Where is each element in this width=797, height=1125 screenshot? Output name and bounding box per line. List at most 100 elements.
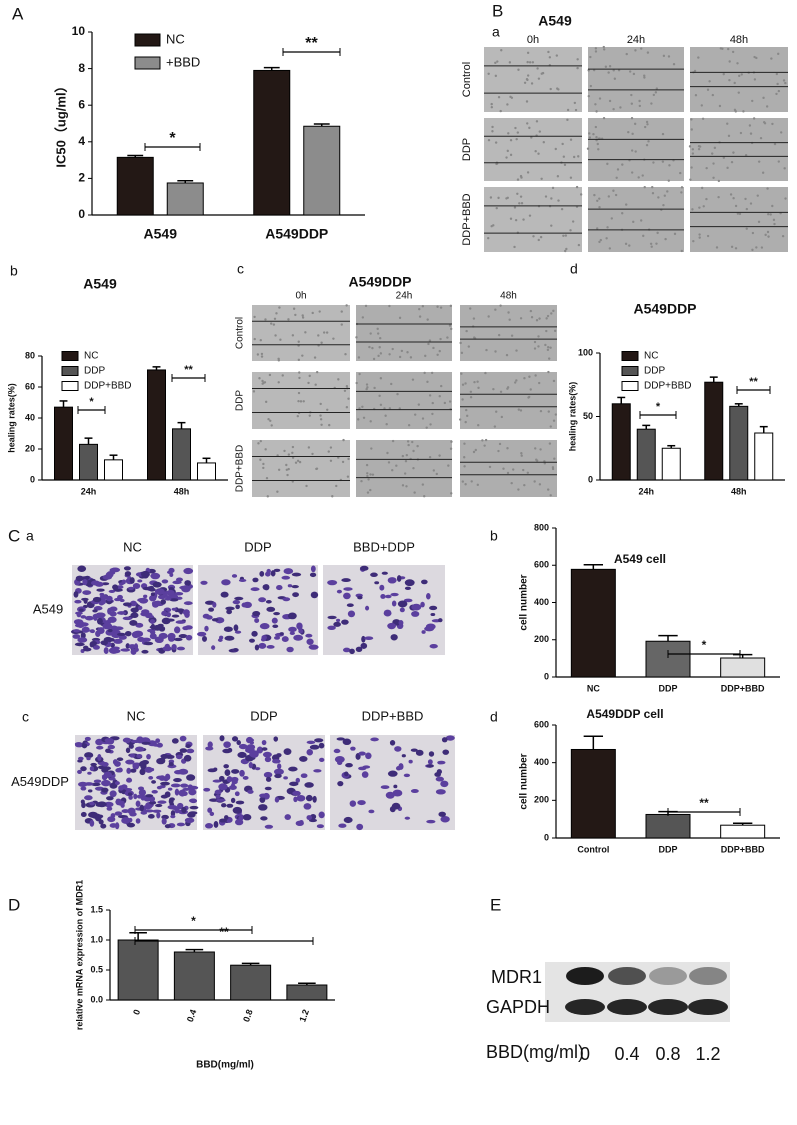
stained-cell (188, 788, 197, 796)
stained-cell (399, 607, 405, 613)
cell-speck (507, 132, 510, 135)
stained-cell (259, 793, 268, 798)
cell-speck (697, 144, 701, 148)
stained-cell (152, 581, 162, 588)
cell-speck (563, 163, 567, 167)
cell-speck (508, 61, 512, 64)
stained-cell (73, 629, 81, 633)
stained-cell (217, 638, 223, 642)
stained-cell (258, 804, 268, 811)
stained-cell (197, 631, 207, 637)
cell-speck (436, 353, 439, 356)
panel-title: A549DDP (348, 274, 411, 290)
stained-cell (114, 597, 122, 602)
cell-speck (317, 334, 320, 337)
stained-cell (385, 791, 395, 799)
micrograph (330, 735, 455, 830)
stained-cell (440, 780, 449, 788)
cell-speck (628, 244, 631, 247)
cell-speck (438, 349, 441, 353)
cell-speck (405, 453, 409, 457)
cell-speck (421, 304, 425, 308)
stained-cell (154, 636, 164, 644)
stained-cell (360, 565, 369, 571)
cell-speck (586, 147, 590, 150)
cell-speck (461, 480, 465, 483)
cell-speck (565, 247, 568, 251)
stained-cell (156, 742, 163, 748)
cell-speck (448, 400, 452, 403)
stained-cell (106, 806, 113, 811)
cell-speck (281, 374, 284, 377)
stained-cell (102, 622, 113, 630)
cell-speck (297, 391, 301, 395)
stained-cell (188, 798, 197, 803)
stained-cell (281, 575, 291, 580)
cell-speck (552, 419, 556, 422)
stained-cell (152, 809, 162, 813)
stained-cell (207, 807, 213, 813)
cell-speck (294, 461, 298, 464)
stained-cell (180, 783, 189, 788)
cell-speck (438, 395, 441, 398)
stained-cell (232, 648, 239, 652)
cell-speck (357, 418, 360, 421)
cell-speck (756, 194, 759, 197)
stained-cell (92, 609, 98, 613)
cell-speck (731, 50, 735, 54)
cell-speck (506, 103, 509, 106)
cell-speck (345, 384, 349, 388)
stained-cell (387, 577, 397, 584)
stained-cell (231, 574, 238, 578)
cell-speck (379, 377, 383, 380)
y-tick-label: 40 (25, 412, 35, 422)
cell-speck (528, 214, 532, 217)
stained-cell (283, 748, 292, 755)
stained-cell (260, 637, 266, 642)
y-tick-label: 8 (78, 61, 85, 75)
significance-mark: * (702, 638, 707, 652)
cell-speck (364, 304, 368, 308)
cell-speck (751, 99, 754, 103)
cell-speck (449, 327, 453, 331)
cell-speck (689, 178, 692, 181)
micrograph (460, 305, 557, 361)
stained-cell (266, 568, 271, 574)
cell-speck (418, 315, 422, 318)
cell-speck (550, 312, 553, 315)
cell-speck (418, 307, 421, 311)
stained-cell (172, 580, 182, 585)
cell-speck (552, 379, 556, 383)
cell-speck (534, 447, 537, 450)
cell-speck (411, 440, 414, 444)
stained-cell (429, 605, 438, 611)
stained-cell (271, 617, 278, 624)
y-tick-label: 100 (578, 347, 593, 357)
stained-cell (262, 584, 269, 590)
stained-cell (282, 597, 291, 602)
x-axis-label: BBD(mg/ml) (486, 1042, 584, 1062)
stained-cell (181, 585, 191, 593)
stained-cell (308, 644, 319, 650)
stained-cell (306, 740, 316, 745)
stained-cell (221, 579, 231, 586)
cell-speck (506, 447, 509, 450)
cell-speck (366, 491, 370, 494)
cell-speck (607, 71, 610, 74)
micrograph (252, 305, 350, 361)
stained-cell (171, 607, 177, 611)
cell-speck (655, 242, 658, 245)
stained-cell (109, 790, 117, 798)
cell-speck (266, 495, 269, 498)
cell-speck (602, 116, 606, 120)
cell-speck (775, 72, 779, 76)
stained-cell (104, 801, 114, 808)
stained-cell (232, 600, 241, 605)
stained-cell (182, 787, 191, 791)
cell-speck (291, 451, 294, 455)
stained-cell (76, 611, 82, 618)
cell-speck (464, 382, 467, 385)
stained-cell (125, 739, 130, 744)
stained-cell (135, 622, 144, 628)
cell-speck (529, 309, 533, 313)
